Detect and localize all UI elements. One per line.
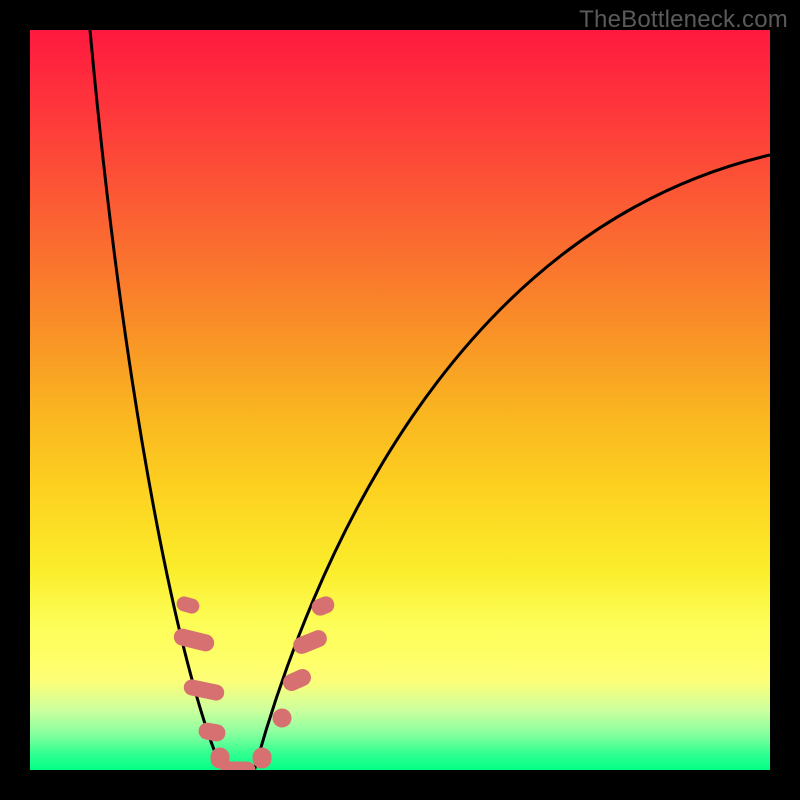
data-marker	[221, 762, 255, 770]
plot-area	[30, 30, 770, 770]
data-marker	[173, 627, 216, 652]
data-marker	[183, 679, 225, 702]
watermark-text: TheBottleneck.com	[579, 6, 788, 34]
curve-layer	[30, 30, 770, 770]
data-marker	[198, 722, 226, 742]
bottleneck-curve	[90, 30, 770, 769]
data-marker	[253, 748, 271, 768]
data-marker	[291, 628, 329, 656]
data-marker	[175, 595, 200, 615]
